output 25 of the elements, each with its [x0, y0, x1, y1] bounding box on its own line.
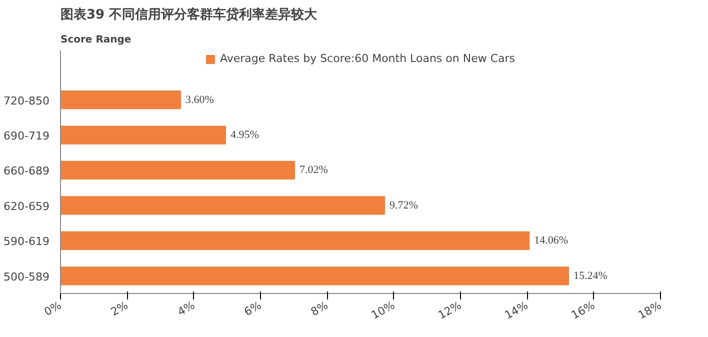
x-tick-label: 18%	[636, 298, 664, 322]
x-tick-label: 2%	[108, 298, 130, 319]
y-tick-label: 590-619	[4, 235, 50, 248]
text: 14.06%	[534, 234, 568, 247]
y-tick-label: 500-589	[4, 270, 50, 284]
x-tick-label: 10%	[369, 298, 397, 322]
text: 7.02%	[300, 164, 328, 176]
text: 4.95%	[230, 129, 259, 142]
x-tick-label: 14%	[502, 298, 530, 322]
x-tick-label: 6%	[242, 298, 264, 319]
legend-label: Average Rates by Score:60 Month Loans on New Cars	[220, 52, 516, 65]
text: 3.60%	[186, 94, 214, 106]
text: 15.24%	[574, 270, 608, 282]
chart-title: 图表39 不同信用评分客群车贷利率差异较大	[60, 6, 318, 22]
x-tick-label: 16%	[569, 298, 597, 322]
x-tick-label: 8%	[308, 298, 330, 319]
x-tick-label: 4%	[175, 298, 197, 319]
y-tick-label: 720-850	[4, 94, 50, 108]
y-tick-label: 620-659	[4, 200, 50, 213]
x-tick-label: 0%	[42, 298, 64, 319]
text: 9.72%	[390, 199, 418, 212]
y-tick-label: 690-719	[4, 130, 50, 143]
y-axis-title: Score Range	[60, 34, 132, 46]
y-tick-label: 660-689	[4, 164, 50, 178]
x-tick-label: 12%	[436, 298, 464, 322]
